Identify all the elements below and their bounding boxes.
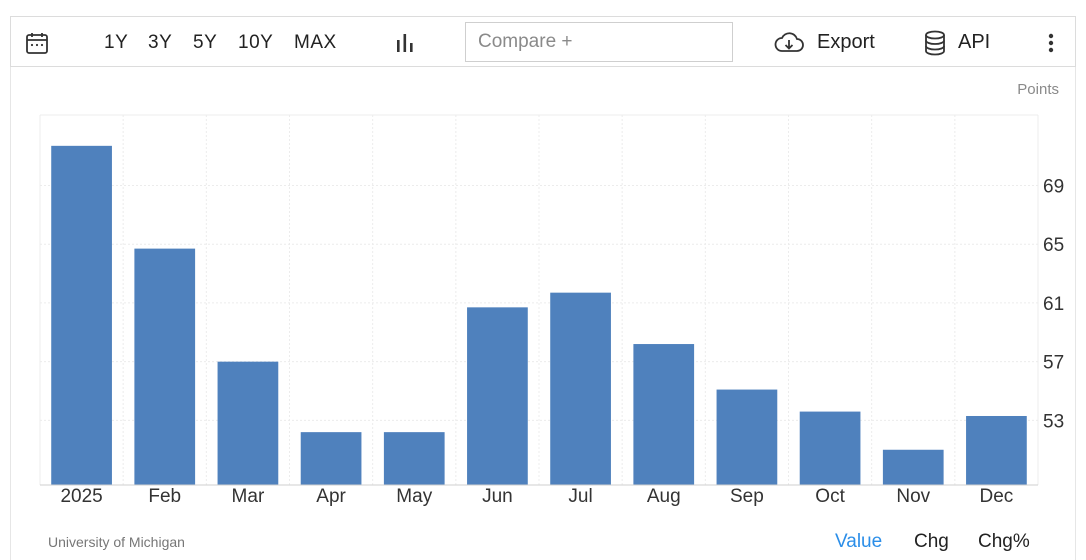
range-max[interactable]: MAX (294, 31, 337, 53)
source-label: University of Michigan (48, 534, 185, 550)
unit-label: Points (1017, 81, 1059, 98)
calendar-icon[interactable] (25, 17, 49, 68)
api-label: API (958, 31, 991, 53)
database-icon (924, 30, 946, 56)
compare-input[interactable]: Compare + (465, 22, 733, 62)
range-3y[interactable]: 3Y (148, 31, 173, 53)
chgpct-tab[interactable]: Chg% (978, 531, 1030, 552)
cloud-download-icon (773, 31, 805, 55)
chg-tab[interactable]: Chg (914, 531, 949, 552)
range-5y[interactable]: 5Y (193, 31, 218, 53)
value-tab[interactable]: Value (835, 531, 883, 552)
chart-panel: Points University of Michigan Value Chg … (10, 67, 1076, 560)
range-1y[interactable]: 1Y (104, 31, 129, 53)
bar-chart-icon[interactable] (395, 17, 415, 68)
range-10y[interactable]: 10Y (238, 31, 274, 53)
chart-toolbar: 1Y 3Y 5Y 10Y MAX Compare + Export (10, 16, 1076, 67)
export-label: Export (817, 31, 875, 53)
api-button[interactable]: API (924, 17, 990, 68)
export-button[interactable]: Export (773, 17, 875, 68)
more-options-icon[interactable] (1047, 17, 1055, 68)
